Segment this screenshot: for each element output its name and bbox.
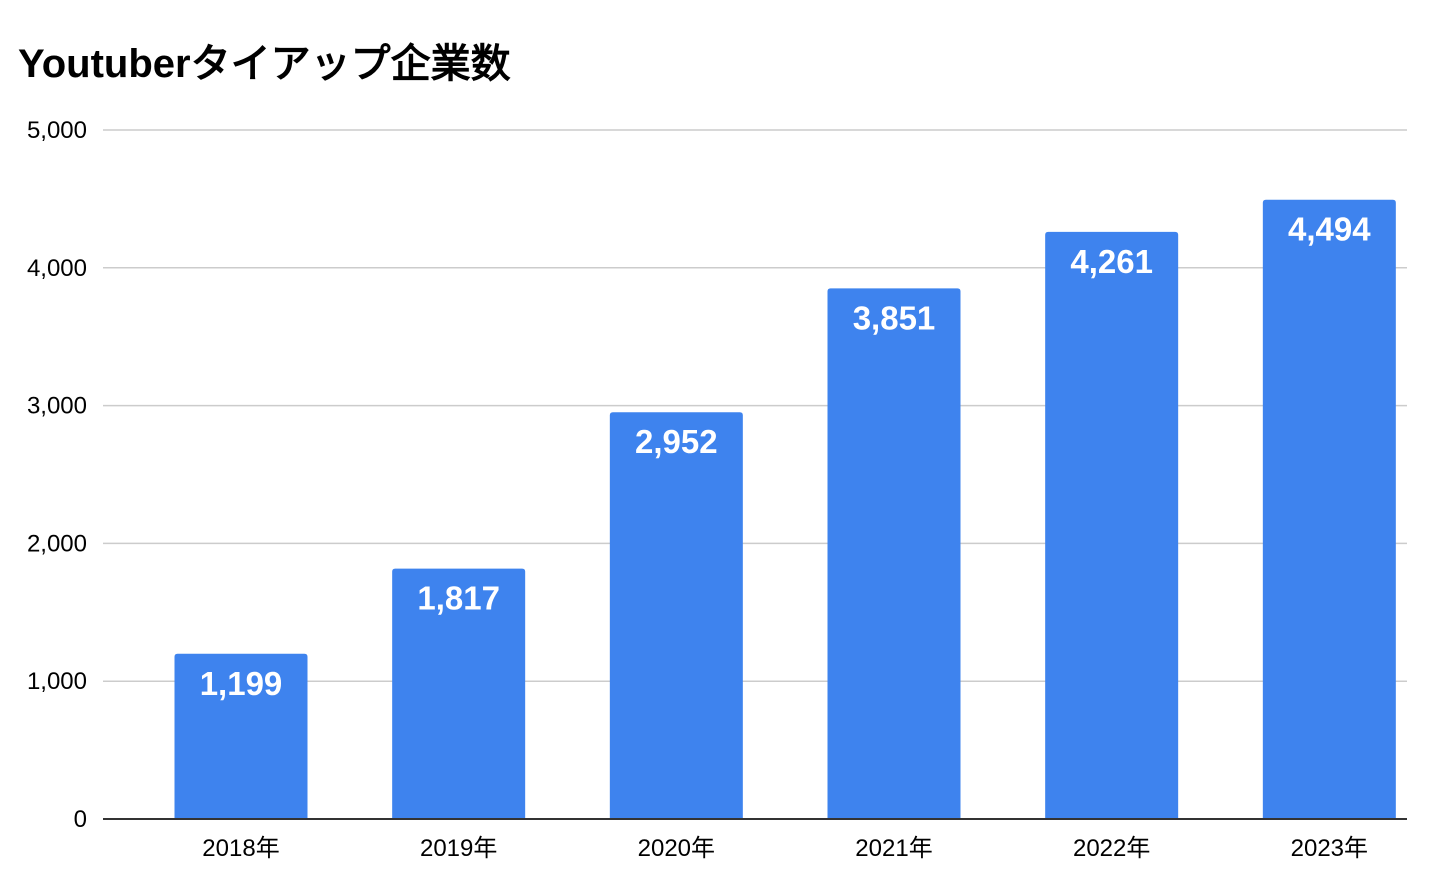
y-tick-label: 0: [74, 806, 87, 833]
x-tick-label: 2022年: [1073, 835, 1150, 862]
bar: [174, 653, 308, 819]
bar-data-label: 4,261: [1070, 243, 1153, 280]
x-tick-label: 2023年: [1291, 835, 1368, 862]
y-tick-label: 1,000: [27, 668, 87, 695]
bar-data-labels: 1,199 1,817 2,952 3,851 4,261 4,494: [200, 211, 1372, 702]
x-tick-label: 2020年: [638, 835, 715, 862]
bar: [1262, 199, 1396, 819]
bar: [827, 288, 961, 819]
bar: [392, 568, 526, 819]
chart-title: Youtuberタイアップ企業数: [18, 41, 511, 86]
y-tick-label: 4,000: [27, 255, 87, 282]
y-tick-label: 5,000: [27, 117, 87, 144]
y-axis: 0 1,000 2,000 3,000 4,000 5,000: [27, 117, 87, 833]
x-tick-label: 2019年: [420, 835, 497, 862]
y-tick-label: 3,000: [27, 393, 87, 420]
bar-data-label: 4,494: [1288, 211, 1371, 248]
bar: [609, 412, 743, 819]
x-tick-label: 2018年: [202, 835, 279, 862]
bars: [174, 199, 1396, 819]
bar-data-label: 1,199: [200, 665, 283, 702]
y-tick-label: 2,000: [27, 530, 87, 557]
bar-data-label: 1,817: [417, 580, 500, 617]
bar: [1045, 231, 1179, 819]
bar-data-label: 2,952: [635, 423, 718, 460]
x-tick-label: 2021年: [855, 835, 932, 862]
gridlines: [103, 129, 1407, 682]
x-axis: 2018年 2019年 2020年 2021年 2022年 2023年: [103, 818, 1407, 862]
bar-data-label: 3,851: [853, 299, 936, 336]
